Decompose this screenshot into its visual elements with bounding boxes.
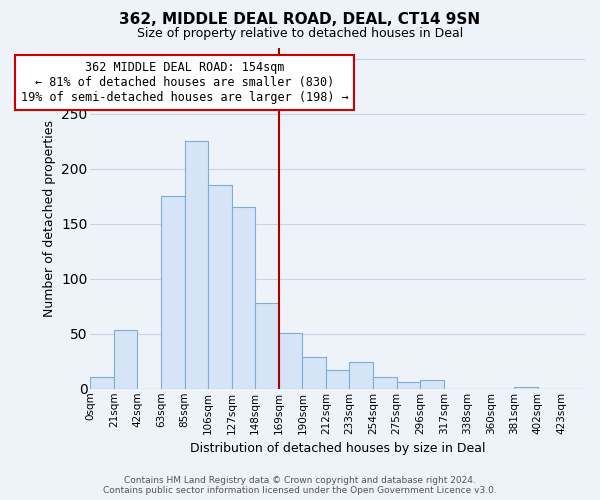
Y-axis label: Number of detached properties: Number of detached properties bbox=[43, 120, 56, 316]
Bar bbox=[114, 330, 137, 389]
Bar bbox=[373, 376, 397, 389]
Bar bbox=[185, 141, 208, 389]
Bar bbox=[302, 357, 326, 389]
Text: 362, MIDDLE DEAL ROAD, DEAL, CT14 9SN: 362, MIDDLE DEAL ROAD, DEAL, CT14 9SN bbox=[119, 12, 481, 28]
X-axis label: Distribution of detached houses by size in Deal: Distribution of detached houses by size … bbox=[190, 442, 485, 455]
Text: 362 MIDDLE DEAL ROAD: 154sqm
← 81% of detached houses are smaller (830)
19% of s: 362 MIDDLE DEAL ROAD: 154sqm ← 81% of de… bbox=[20, 60, 349, 104]
Bar bbox=[208, 185, 232, 389]
Bar bbox=[349, 362, 373, 389]
Bar bbox=[420, 380, 443, 389]
Bar bbox=[232, 207, 255, 389]
Text: Contains HM Land Registry data © Crown copyright and database right 2024.
Contai: Contains HM Land Registry data © Crown c… bbox=[103, 476, 497, 495]
Bar bbox=[255, 303, 279, 389]
Bar bbox=[161, 196, 185, 389]
Bar bbox=[514, 386, 538, 389]
Text: Size of property relative to detached houses in Deal: Size of property relative to detached ho… bbox=[137, 28, 463, 40]
Bar bbox=[326, 370, 349, 389]
Bar bbox=[279, 332, 302, 389]
Bar bbox=[397, 382, 420, 389]
Bar bbox=[91, 376, 114, 389]
